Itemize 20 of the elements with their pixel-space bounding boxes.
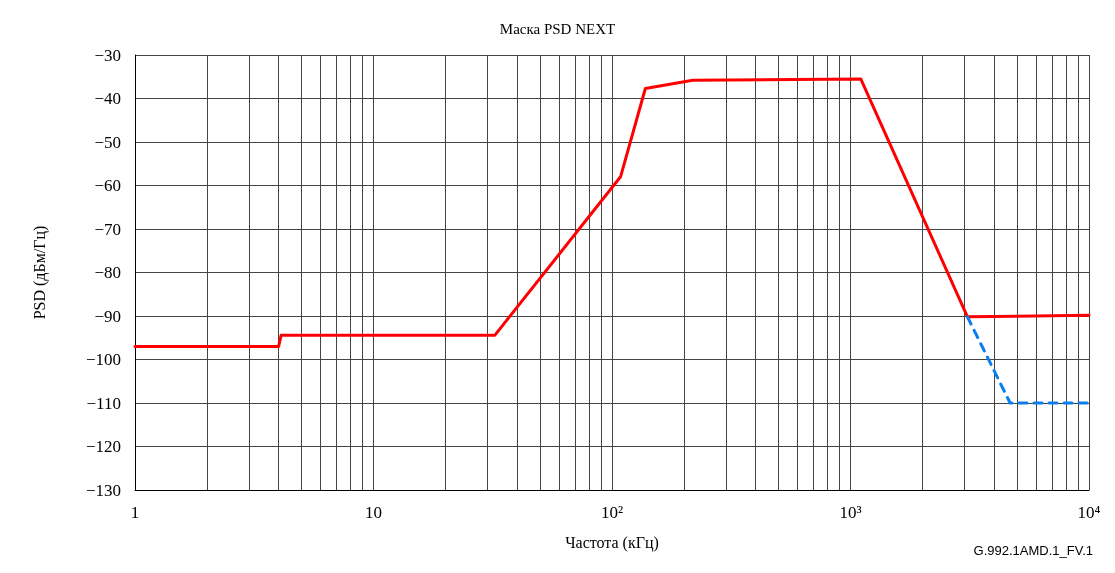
y-tick-label: −120 xyxy=(85,437,121,456)
y-tick-label: −80 xyxy=(94,263,121,282)
y-tick-label: −60 xyxy=(94,176,121,195)
y-tick-label: −90 xyxy=(94,306,121,326)
x-axis-title: Частота (кГц) xyxy=(565,533,659,552)
x-tick-label: 10 xyxy=(365,503,382,522)
chart-title: Маска PSD NEXT xyxy=(499,20,616,37)
text: G.992.1AMD.1_FV.1 xyxy=(973,543,1094,558)
x-tick-label: 10² xyxy=(600,503,624,522)
y-tick-label: −30 xyxy=(94,45,121,65)
x-tick-label: 1 xyxy=(130,503,140,522)
y-tick-label: −70 xyxy=(94,219,121,239)
x-tick-label: 10³ xyxy=(839,503,862,522)
y-tick-label: −40 xyxy=(94,89,121,108)
y-tick-label: −110 xyxy=(86,393,121,413)
y-tick-label: −50 xyxy=(94,132,121,152)
x-tick-label: 10⁴ xyxy=(1077,503,1101,522)
y-tick-label: −130 xyxy=(85,480,121,500)
y-axis-title: PSD (дБм/Гц) xyxy=(30,225,49,320)
y-tick-label: −100 xyxy=(85,350,121,369)
